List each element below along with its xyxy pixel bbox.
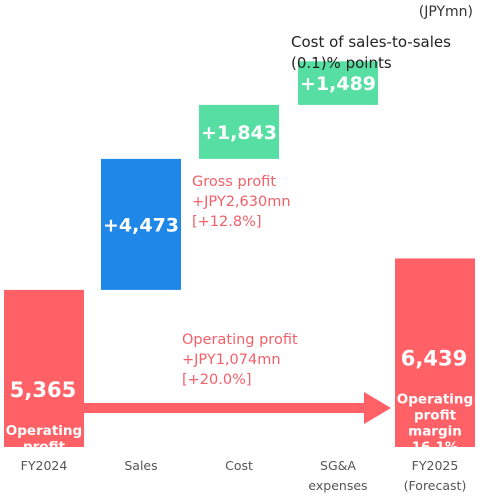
cost-ratio-note-line1: Cost of sales-to-sales bbox=[291, 33, 451, 51]
bar-value-label-1: +4,473 bbox=[103, 214, 179, 236]
margin-label-4-1: profit bbox=[414, 407, 457, 423]
category-label-3-1: expenses bbox=[308, 478, 367, 493]
bar-1 bbox=[101, 158, 181, 290]
gross-profit-growth: [+12.8%] bbox=[192, 214, 262, 230]
bar-value-label-3: +1,489 bbox=[300, 73, 376, 95]
category-label-0-0: FY2024 bbox=[21, 458, 68, 473]
operating-profit-title: Operating profit bbox=[182, 332, 298, 348]
margin-label-0-2: margin bbox=[17, 455, 71, 471]
category-label-4-1: (Forecast) bbox=[404, 478, 467, 493]
bar-value-label-2: +1,843 bbox=[201, 122, 277, 144]
unit-label: (JPYmn) bbox=[418, 4, 473, 20]
margin-label-0-1: profit bbox=[23, 439, 66, 455]
gross-profit-title: Gross profit bbox=[192, 174, 277, 190]
category-label-3-0: SG&A bbox=[320, 458, 356, 473]
operating-profit-arrow-head bbox=[364, 392, 391, 424]
cost-ratio-note-line2: (0.1)% points bbox=[291, 54, 392, 72]
operating-profit-annotation: Operating profit +JPY1,074mn [+20.0%] bbox=[182, 330, 298, 390]
bar-0 bbox=[4, 289, 84, 447]
category-label-1-0: Sales bbox=[124, 458, 157, 473]
margin-label-4-3: 16.1% bbox=[412, 439, 459, 455]
margin-label-4-0: Operating bbox=[397, 391, 473, 407]
margin-label-4-2: margin bbox=[408, 423, 462, 439]
category-label-2-0: Cost bbox=[225, 458, 253, 473]
operating-profit-amount: +JPY1,074mn bbox=[182, 352, 281, 368]
bar-4 bbox=[395, 258, 475, 447]
margin-label-0-3: 15.1% bbox=[21, 471, 68, 487]
category-label-4-0: FY2025 bbox=[412, 458, 459, 473]
bar-value-label-0: 5,365 bbox=[10, 378, 76, 402]
bar-3 bbox=[298, 61, 378, 105]
gross-profit-annotation: Gross profit +JPY2,630mn [+12.8%] bbox=[192, 172, 291, 232]
operating-profit-arrow-shaft bbox=[84, 403, 366, 413]
cost-ratio-note: Cost of sales-to-sales (0.1)% points bbox=[291, 32, 451, 74]
bar-value-label-4: 6,439 bbox=[401, 346, 467, 370]
gross-profit-amount: +JPY2,630mn bbox=[192, 194, 291, 210]
margin-label-0-0: Operating bbox=[6, 423, 82, 439]
bar-2 bbox=[199, 104, 279, 159]
operating-profit-growth: [+20.0%] bbox=[182, 372, 252, 388]
